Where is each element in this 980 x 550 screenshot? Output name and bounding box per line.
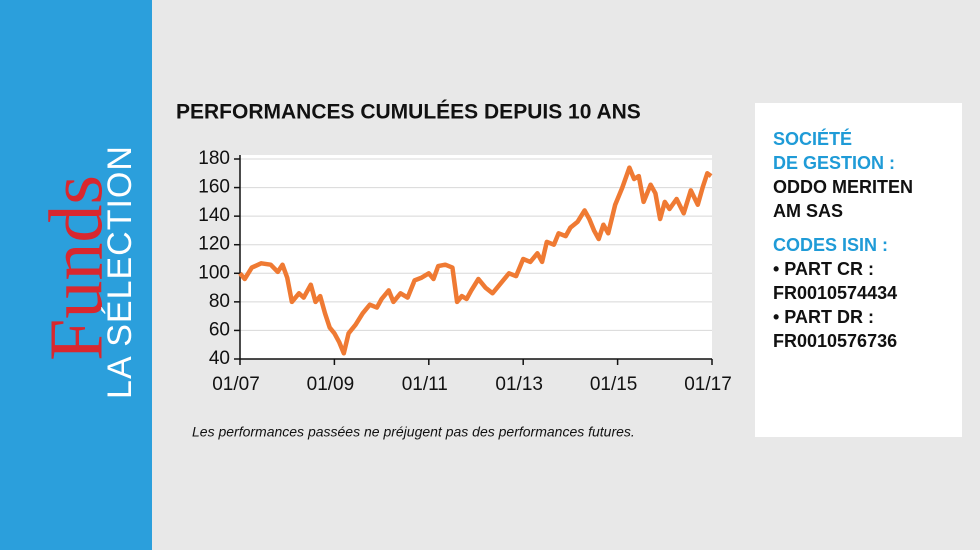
y-tick-label: 140 [198, 205, 230, 226]
info-text: • PART DR : [773, 307, 874, 327]
brand: Funds [34, 175, 118, 361]
y-tick-label: 160 [198, 177, 230, 198]
x-tick-label: 01/13 [495, 374, 543, 395]
info-text: ODDO MERITEN [773, 177, 913, 197]
info-text: AM SAS [773, 201, 843, 221]
sidebar [0, 0, 152, 550]
x-tick-label: 01/07 [212, 374, 260, 395]
footnote: Les performances passées ne préjugent pa… [192, 424, 635, 440]
y-tick-label: 40 [209, 348, 230, 369]
plot-area [240, 155, 712, 359]
chart-title: PERFORMANCES CUMULÉES DEPUIS 10 ANS [176, 101, 641, 124]
y-tick-label: 80 [209, 291, 230, 312]
info-text: DE GESTION : [773, 153, 895, 173]
info-text: SOCIÉTÉ [773, 128, 852, 149]
y-tick-label: 100 [198, 262, 230, 283]
brand-subtitle: LA SÉLECTION [101, 145, 139, 399]
y-tick-label: 60 [209, 319, 230, 340]
x-tick-label: 01/15 [590, 374, 638, 395]
x-tick-label: 01/11 [402, 374, 448, 395]
info-text: CODES ISIN : [773, 235, 888, 255]
info-text: FR0010576736 [773, 331, 897, 351]
y-tick-label: 120 [198, 234, 230, 255]
line [238, 165, 713, 356]
info-panel [755, 103, 962, 437]
y-tick-label: 180 [198, 148, 230, 169]
x-tick-label: 01/09 [307, 374, 355, 395]
x-tick-label: 01/17 [684, 374, 732, 395]
info-text: FR0010574434 [773, 283, 897, 303]
info-text: • PART CR : [773, 259, 874, 279]
